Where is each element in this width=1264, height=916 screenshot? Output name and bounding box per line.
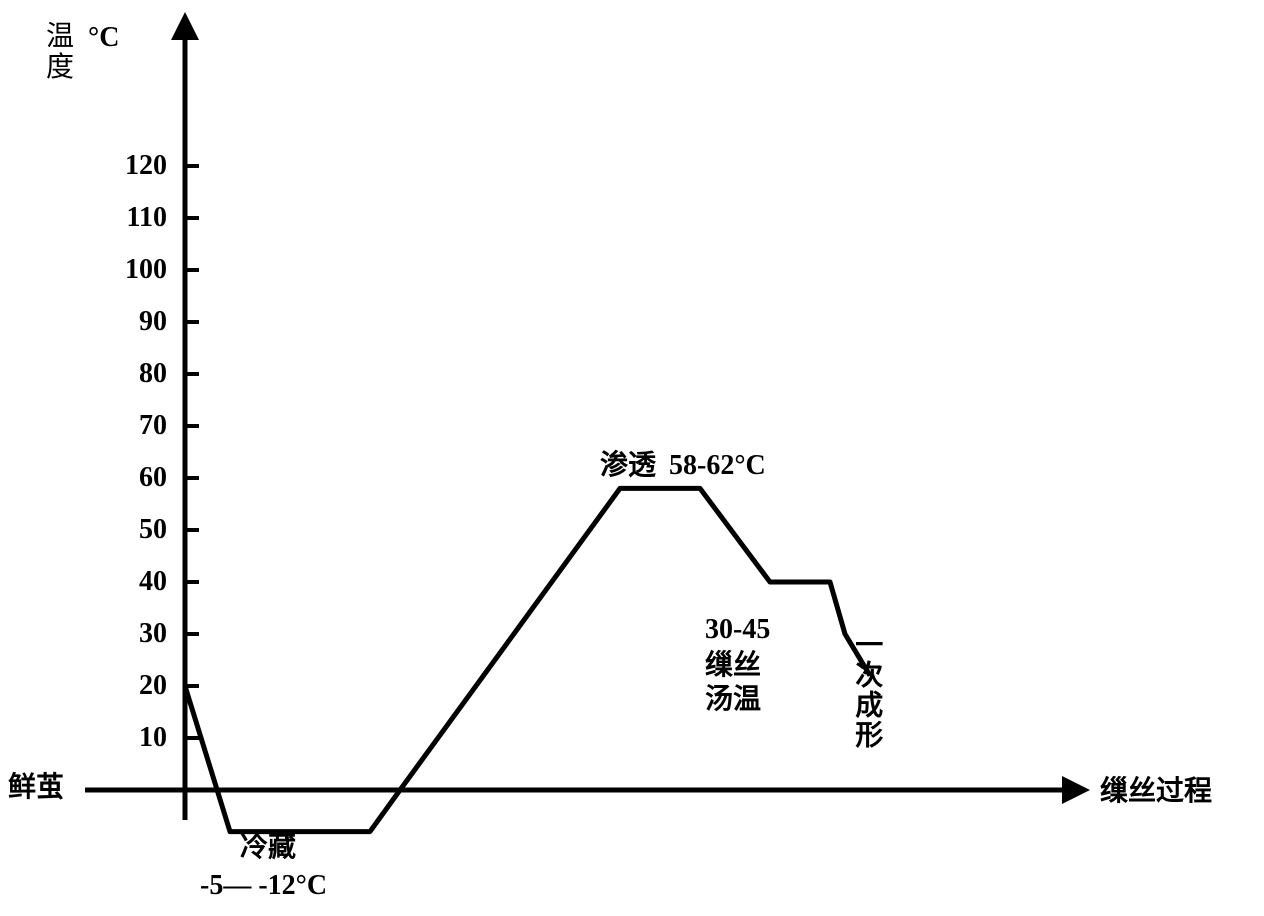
y-axis-title: 温 度 <box>46 22 74 84</box>
y-tick-10: 10 <box>107 722 167 754</box>
cold-storage-temp: -5— -12°C <box>200 870 327 902</box>
y-axis-unit: °C <box>88 22 119 54</box>
y-tick-100: 100 <box>107 254 167 286</box>
permeation-label: 渗透 58-62°C <box>600 450 766 482</box>
y-tick-40: 40 <box>107 566 167 598</box>
y-tick-110: 110 <box>107 202 167 234</box>
y-tick-120: 120 <box>107 150 167 182</box>
cold-storage-label: 冷藏 <box>240 832 296 864</box>
reeling-temp-label1: 缫丝 <box>705 650 761 682</box>
x-axis-left-label: 鲜茧 <box>8 772 64 804</box>
x-axis-title: 缫丝过程 <box>1100 776 1212 808</box>
permeation-text: 渗透 <box>600 450 656 481</box>
y-tick-90: 90 <box>107 306 167 338</box>
temperature-process-chart: 温 度 °C 10 20 30 40 50 60 70 80 90 100 110 120 鲜茧 缫丝… <box>0 0 1264 916</box>
y-tick-60: 60 <box>107 462 167 494</box>
permeation-temp: 58-62°C <box>669 450 766 481</box>
one-shot-forming-label: 一次成形 <box>850 630 882 750</box>
y-axis-arrowhead <box>171 12 199 40</box>
x-axis-arrowhead <box>1062 776 1090 804</box>
reeling-temp-label2: 汤温 <box>705 684 761 716</box>
y-axis-title-line2: 度 <box>46 52 74 83</box>
y-tick-70: 70 <box>107 410 167 442</box>
y-tick-30: 30 <box>107 618 167 650</box>
temperature-curve <box>185 488 870 831</box>
y-tick-80: 80 <box>107 358 167 390</box>
y-tick-20: 20 <box>107 670 167 702</box>
y-tick-50: 50 <box>107 514 167 546</box>
reeling-temp-range: 30-45 <box>705 614 770 646</box>
y-axis-title-line1: 温 <box>46 21 74 52</box>
